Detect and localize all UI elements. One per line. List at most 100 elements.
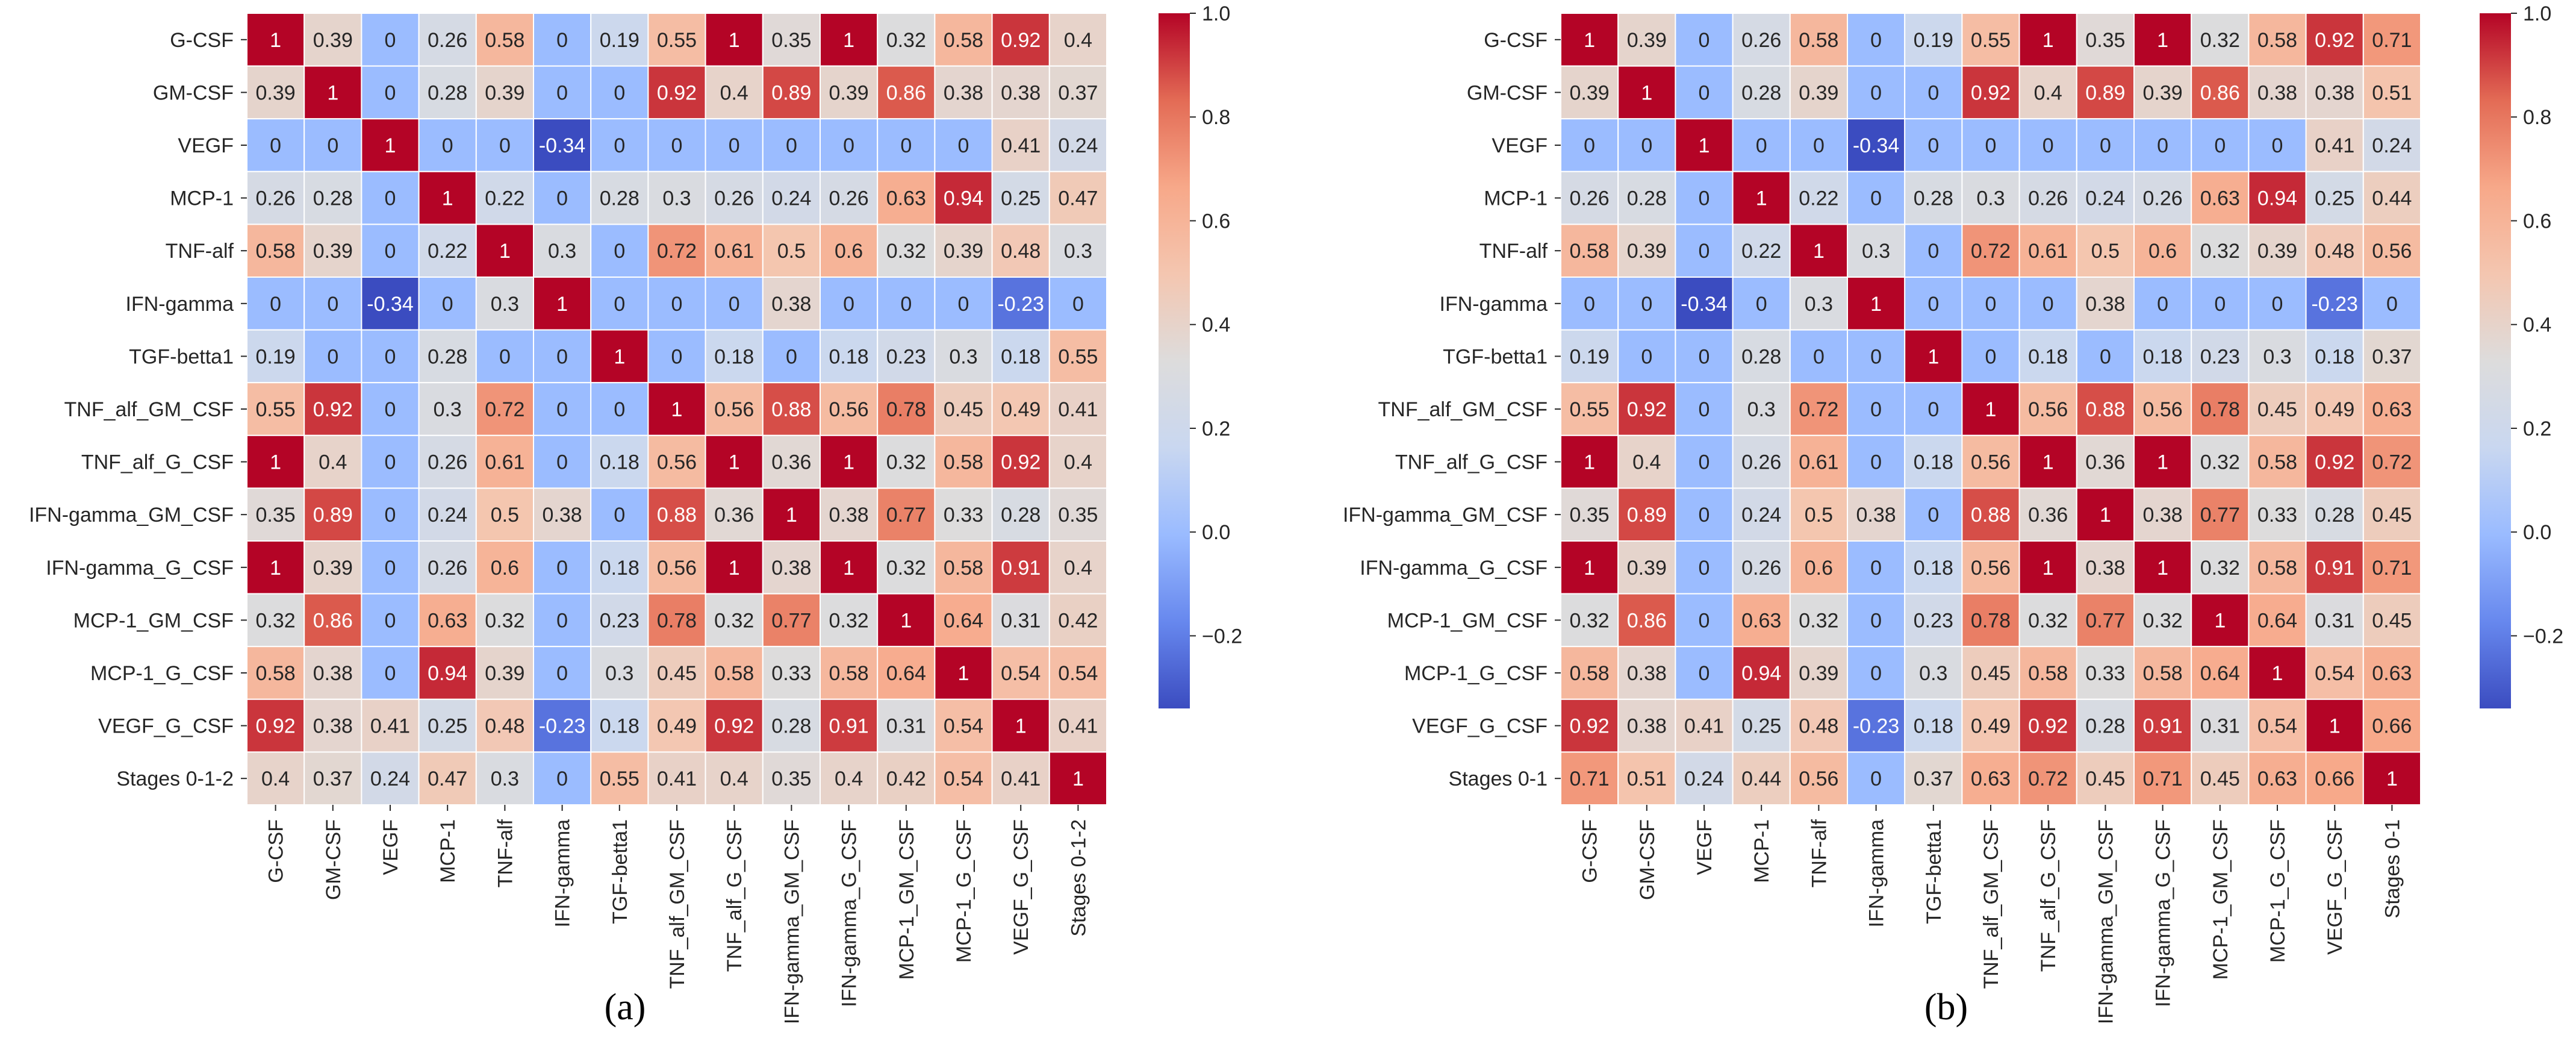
cell-value-label: 1	[2272, 662, 2283, 685]
cell-value-label: 0	[1641, 345, 1652, 368]
y-tick-label: IFN-gamma_G_CSF	[46, 557, 234, 580]
heatmap-cell	[1789, 487, 1849, 542]
heatmap-cell	[1789, 698, 1849, 753]
cell-value-label: 1	[1641, 81, 1652, 104]
cell-value-label: 0.3	[434, 398, 462, 421]
heatmap-cell	[1048, 118, 1108, 172]
cell-value-label: 0.3	[1919, 662, 1947, 685]
cell-value-label: 0.18	[1001, 345, 1041, 368]
heatmap-cell	[762, 13, 821, 67]
cell-value-label: -0.34	[367, 293, 414, 316]
cell-value-label: 0.26	[1741, 451, 1781, 474]
x-tick-label: MCP-1_GM_CSF	[2209, 819, 2232, 980]
cell-value-label: 1	[2329, 715, 2341, 738]
heatmap-cell	[877, 65, 936, 120]
heatmap-cell	[590, 65, 649, 120]
cell-value-label: 1	[2042, 451, 2054, 474]
heatmap-cell	[2133, 434, 2192, 489]
heatmap-cell	[2248, 277, 2307, 331]
cell-value-label: 0.35	[256, 504, 296, 527]
heatmap-cell	[2076, 434, 2135, 489]
heatmap-cell	[1732, 646, 1791, 700]
heatmap-cell	[647, 646, 706, 700]
heatmap-cell	[2362, 434, 2422, 489]
y-tick-label: TNF_alf_GM_CSF	[1378, 398, 1548, 421]
cell-value-label: 1	[1584, 557, 1595, 580]
heatmap-cell	[1904, 487, 1963, 542]
heatmap-cell	[820, 540, 879, 595]
cell-value-label: 0.22	[485, 187, 524, 210]
cell-value-label: 0.38	[2085, 557, 2125, 580]
heatmap-cell	[303, 646, 362, 700]
cell-value-label: 0	[614, 240, 625, 263]
heatmap-cell	[705, 118, 764, 172]
cell-value-label: 0.37	[1058, 81, 1098, 104]
cell-value-label: 0.4	[319, 451, 347, 474]
cell-value-label: 0.86	[313, 609, 353, 632]
y-tick-label: GM-CSF	[153, 81, 234, 104]
x-tick-label: G-CSF	[1579, 819, 1602, 883]
cell-value-label: 0.23	[1914, 609, 1953, 632]
cell-value-label: 0.38	[829, 504, 869, 527]
cell-value-label: 0.3	[662, 187, 691, 210]
cell-value-label: 0.19	[600, 29, 639, 52]
heatmap-cell	[1732, 329, 1791, 384]
cell-value-label: 0.18	[600, 557, 639, 580]
cell-value-label: 0.36	[714, 504, 754, 527]
cell-value-label: 0	[2272, 293, 2283, 316]
heatmap-cell	[2362, 698, 2422, 753]
cell-value-label: 0.41	[1058, 398, 1098, 421]
cell-value-label: 0	[614, 134, 625, 157]
cell-value-label: 0.56	[714, 398, 754, 421]
cell-value-label: 1	[729, 29, 740, 52]
cell-value-label: 0.35	[771, 29, 811, 52]
cell-value-label: 0.61	[1799, 451, 1838, 474]
cell-value-label: 0	[1699, 29, 1710, 52]
cell-value-label: -0.23	[1853, 715, 1900, 738]
heatmap-cell	[2018, 223, 2077, 278]
cell-value-label: 0.92	[1570, 715, 1610, 738]
cell-value-label: 0.22	[428, 240, 467, 263]
cell-value-label: 0	[1870, 767, 1882, 790]
heatmap-cell	[2248, 13, 2307, 67]
heatmap-cell	[246, 170, 305, 225]
cell-value-label: 0	[843, 134, 854, 157]
heatmap-cell	[2248, 646, 2307, 700]
heatmap-cell	[991, 593, 1050, 648]
cell-value-label: 1	[843, 557, 854, 580]
colorbar-tick-label: −0.2	[2523, 625, 2563, 648]
x-tick-label: MCP-1	[437, 819, 459, 883]
cell-value-label: 0	[385, 29, 396, 52]
cell-value-label: 0.58	[829, 662, 869, 685]
cell-value-label: 1	[442, 187, 453, 210]
heatmap-cell	[361, 65, 420, 120]
cell-value-label: 0.49	[1001, 398, 1041, 421]
heatmap-cell	[991, 65, 1050, 120]
heatmap-cell	[1617, 698, 1676, 753]
cell-value-label: 0.26	[1570, 187, 1610, 210]
heatmap-cell	[2362, 329, 2422, 384]
cell-value-label: 0.4	[1064, 29, 1092, 52]
cell-value-label: 0	[385, 557, 396, 580]
cell-value-label: 0.48	[2315, 240, 2354, 263]
heatmap-cell	[934, 65, 993, 120]
heatmap-cell	[361, 593, 420, 648]
heatmap-cell	[1617, 434, 1676, 489]
heatmap-cell	[1617, 382, 1676, 436]
cell-value-label: 0.71	[2143, 767, 2183, 790]
cell-value-label: 0.55	[1058, 345, 1098, 368]
x-tick-label: VEGF_G_CSF	[2324, 819, 2347, 955]
heatmap-cell	[1675, 698, 1734, 753]
cell-value-label: 0.28	[1001, 504, 1041, 527]
cell-value-label: 0	[1985, 345, 1997, 368]
cell-value-label: 0.56	[829, 398, 869, 421]
cell-value-label: 0.28	[428, 345, 467, 368]
heatmap-cell	[1732, 170, 1791, 225]
cell-value-label: 1	[1870, 293, 1882, 316]
heatmap-cell	[1961, 223, 2020, 278]
heatmap-cell	[2076, 751, 2135, 806]
heatmap-cell	[705, 646, 764, 700]
cell-value-label: 0.28	[1741, 81, 1781, 104]
cell-value-label: 0.64	[944, 609, 983, 632]
heatmap-cell	[705, 329, 764, 384]
